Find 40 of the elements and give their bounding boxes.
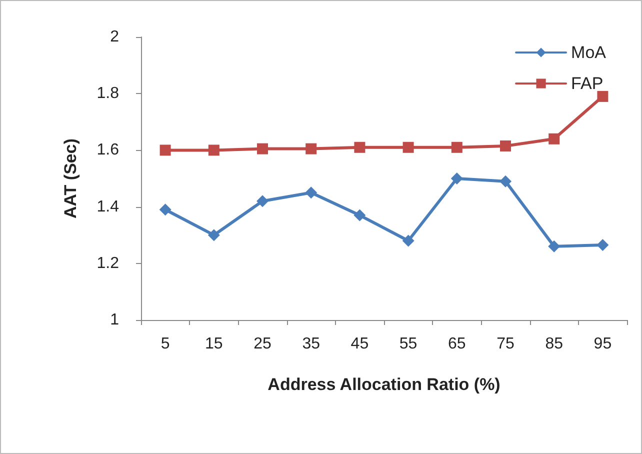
x-tick-label: 95 xyxy=(594,336,612,352)
y-tick-label: 2 xyxy=(110,28,120,46)
x-tick-label: 55 xyxy=(399,336,418,352)
point xyxy=(548,133,560,144)
point xyxy=(548,240,560,252)
legend-label: FAP xyxy=(571,74,604,93)
point xyxy=(208,229,220,242)
point xyxy=(354,209,366,222)
point xyxy=(306,143,317,154)
point xyxy=(402,234,414,247)
x-tick-label: 65 xyxy=(448,336,466,352)
x-tick-label: 15 xyxy=(205,336,223,352)
point xyxy=(305,186,318,199)
y-tick-label: 1.2 xyxy=(96,254,120,272)
point xyxy=(159,204,172,216)
y-axis-title: AAT (Sec) xyxy=(61,138,80,218)
x-axis-title: Address Allocation Ratio (%) xyxy=(268,375,500,394)
y-tick-label: 1 xyxy=(110,312,120,328)
y-tick-label: 1.8 xyxy=(96,85,120,102)
x-tick-label: 85 xyxy=(545,336,564,352)
x-tick-label: 25 xyxy=(254,336,272,352)
point xyxy=(257,143,268,154)
legend-label: MoA xyxy=(571,43,607,62)
y-tick-label: 1.6 xyxy=(96,142,120,159)
x-tick-label: 45 xyxy=(350,336,369,352)
point xyxy=(450,172,463,184)
y-tick-label: 1.4 xyxy=(96,198,120,216)
point xyxy=(208,144,220,156)
point xyxy=(597,90,608,102)
x-tick-label: 5 xyxy=(160,336,170,352)
point xyxy=(256,195,268,208)
point xyxy=(500,175,512,188)
x-tick-label: 75 xyxy=(496,336,514,352)
point xyxy=(451,142,462,153)
point xyxy=(354,142,366,153)
point xyxy=(596,239,609,252)
x-tick-label: 35 xyxy=(302,336,320,352)
point xyxy=(160,144,171,156)
point xyxy=(500,140,511,152)
point xyxy=(402,142,414,153)
